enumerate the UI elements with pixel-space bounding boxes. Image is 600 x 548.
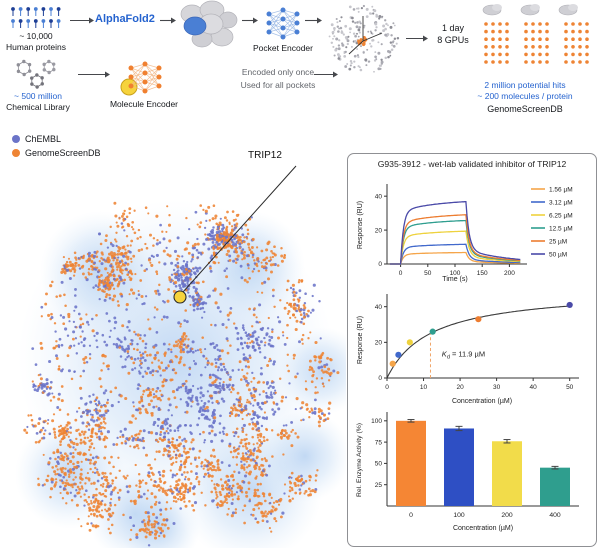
chemical-space-map bbox=[15, 200, 346, 548]
protein-thumbnails-icon bbox=[482, 4, 578, 16]
encoding-note-line2: Used for all pockets bbox=[240, 80, 316, 90]
svg-text:40: 40 bbox=[375, 193, 383, 200]
legend-item-chembl: ChEMBL bbox=[12, 133, 61, 145]
enzyme-activity-chart: 25 50 75 100 0 100 200 400 Rel. Enzyme Activity … bbox=[356, 412, 579, 532]
human-proteins-icon bbox=[11, 7, 61, 28]
svg-text:400: 400 bbox=[549, 512, 561, 519]
human-proteins-label: Human proteins bbox=[5, 42, 66, 52]
svg-text:0: 0 bbox=[409, 512, 413, 519]
binding-curve-chart: 0 20 40 0 10 20 30 40 50 Kd = 11.9 µM Response (RU… bbox=[357, 294, 579, 405]
svg-text:3.12 µM: 3.12 µM bbox=[549, 200, 573, 207]
svg-text:0: 0 bbox=[385, 384, 389, 391]
chembl-dot-icon bbox=[12, 135, 20, 143]
hits-summary: 2 million potential hits ~ 200 molecules… bbox=[452, 80, 598, 115]
arrow-right-icon bbox=[406, 34, 428, 43]
svg-text:Rel. Enzyme Activity (%): Rel. Enzyme Activity (%) bbox=[356, 423, 363, 497]
svg-text:75: 75 bbox=[375, 439, 383, 446]
svg-text:0: 0 bbox=[378, 261, 382, 268]
svg-text:200: 200 bbox=[504, 270, 515, 277]
chemical-library-count: ~ 500 million bbox=[14, 91, 62, 101]
svg-text:200: 200 bbox=[501, 512, 513, 519]
arrow-right-icon bbox=[242, 16, 258, 25]
alphafold2-label: AlphaFold2 bbox=[95, 13, 155, 25]
highlight-label: TRIP12 bbox=[246, 150, 284, 161]
arrow-right-icon bbox=[314, 70, 338, 79]
svg-text:25 µM: 25 µM bbox=[549, 239, 567, 246]
svg-text:1.56 µM: 1.56 µM bbox=[549, 187, 573, 194]
svg-text:100: 100 bbox=[371, 418, 382, 425]
legend-label: ChEMBL bbox=[25, 134, 62, 144]
svg-text:20: 20 bbox=[375, 227, 383, 234]
human-proteins-count: ~ 10,000 bbox=[19, 31, 53, 41]
svg-text:50: 50 bbox=[424, 270, 432, 277]
svg-text:10: 10 bbox=[420, 384, 428, 391]
spr-sensorgram-chart: 0 20 40 0 50 100 150 200 Response (RU) Time (s) 1.… bbox=[357, 184, 573, 283]
svg-text:Concentration (µM): Concentration (µM) bbox=[453, 525, 513, 532]
database-name: GenomeScreenDB bbox=[487, 104, 563, 114]
chemical-library-label: Chemical Library bbox=[6, 102, 70, 112]
arrow-right-icon bbox=[78, 70, 110, 79]
svg-text:50: 50 bbox=[375, 461, 383, 468]
legend-item-genomescreendb: GenomeScreenDB bbox=[12, 147, 101, 159]
svg-text:0: 0 bbox=[399, 270, 403, 277]
hit-molecule-grids-icon bbox=[484, 22, 589, 64]
encoding-note: Encoded only once Used for all pockets bbox=[222, 66, 334, 92]
legend-label: GenomeScreenDB bbox=[25, 148, 101, 158]
validation-panel: G935-3912 - wet-lab validated inhibitor … bbox=[347, 153, 597, 547]
svg-text:Concentration (µM): Concentration (µM) bbox=[452, 398, 512, 405]
pocket-encoder-label: Pocket Encoder bbox=[252, 43, 313, 53]
svg-text:20: 20 bbox=[375, 340, 383, 347]
svg-text:12.5 µM: 12.5 µM bbox=[549, 226, 573, 233]
arrow-right-icon bbox=[305, 16, 322, 25]
hits-count: 2 million potential hits bbox=[484, 80, 566, 90]
compute-time: 1 day 8 GPUs bbox=[430, 22, 476, 46]
chemical-library-icon bbox=[16, 59, 56, 89]
embedding-sphere-icon bbox=[328, 4, 400, 73]
pocket-encoder-icon bbox=[266, 7, 300, 40]
svg-text:Kd = 11.9 µM: Kd = 11.9 µM bbox=[442, 350, 485, 361]
genomescreendb-dot-icon bbox=[12, 149, 20, 157]
svg-text:100: 100 bbox=[453, 512, 465, 519]
svg-text:100: 100 bbox=[450, 270, 461, 277]
svg-text:Time (s): Time (s) bbox=[442, 276, 467, 283]
arrow-right-icon bbox=[160, 16, 176, 25]
svg-text:0: 0 bbox=[378, 375, 382, 382]
svg-text:50 µM: 50 µM bbox=[549, 252, 567, 259]
svg-text:150: 150 bbox=[477, 270, 488, 277]
arrow-right-icon bbox=[70, 16, 94, 25]
svg-text:50: 50 bbox=[566, 384, 574, 391]
svg-text:20: 20 bbox=[456, 384, 464, 391]
svg-text:Response (RU): Response (RU) bbox=[357, 316, 364, 364]
predicted-structures-icon bbox=[180, 0, 238, 48]
svg-text:Response (RU): Response (RU) bbox=[357, 201, 364, 249]
svg-text:40: 40 bbox=[375, 304, 383, 311]
svg-text:40: 40 bbox=[530, 384, 538, 391]
encoding-note-line1: Encoded only once bbox=[241, 67, 315, 77]
panel-title: G935-3912 - wet-lab validated inhibitor … bbox=[377, 159, 567, 169]
molecule-encoder-label: Molecule Encoder bbox=[109, 99, 179, 109]
svg-text:30: 30 bbox=[493, 384, 501, 391]
compute-time-line1: 1 day bbox=[441, 23, 465, 33]
compute-time-line2: 8 GPUs bbox=[437, 35, 469, 45]
molecule-encoder-icon bbox=[120, 61, 162, 96]
svg-text:25: 25 bbox=[375, 482, 383, 489]
svg-text:6.25 µM: 6.25 µM bbox=[549, 213, 573, 220]
hits-per-protein: ~ 200 molecules / protein bbox=[477, 90, 573, 101]
